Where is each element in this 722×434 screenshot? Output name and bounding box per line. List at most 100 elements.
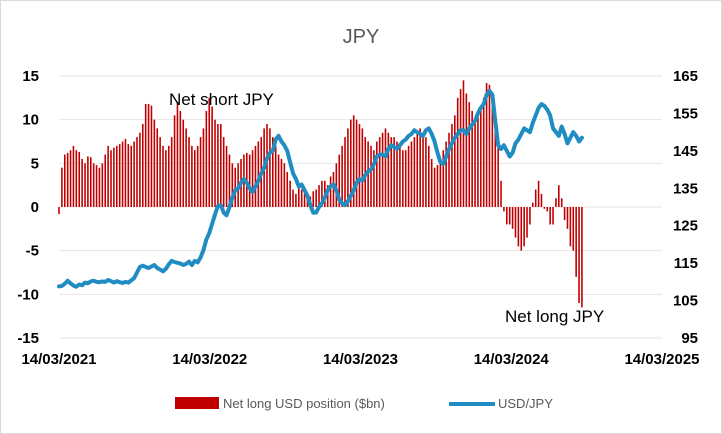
bar-31	[147, 103, 150, 207]
bar-113	[384, 128, 387, 207]
x-tick-label-3: 14/03/2024	[474, 351, 550, 368]
bar-32	[150, 105, 153, 207]
bar-160	[520, 207, 523, 251]
bar-114	[387, 132, 390, 207]
bar-55	[217, 124, 219, 207]
bar-117	[396, 141, 398, 207]
bar-145	[477, 115, 479, 207]
bar-56	[220, 124, 222, 207]
bar-74	[272, 137, 274, 207]
bar-159	[517, 207, 520, 247]
bar-39	[170, 137, 173, 207]
bar-58	[225, 145, 228, 207]
right-tick-label-7: 95	[681, 330, 698, 347]
bar-137	[454, 115, 456, 207]
x-tick-label-2: 14/03/2023	[323, 351, 398, 368]
bar-133	[442, 150, 445, 207]
bar-165	[534, 189, 537, 207]
left-tick-label-1: 10	[22, 112, 39, 129]
bar-151	[494, 119, 497, 207]
bar-23	[124, 138, 127, 207]
bar-98	[341, 145, 343, 207]
bar-158	[514, 207, 517, 238]
bar-30	[144, 103, 147, 207]
bar-19	[113, 147, 115, 207]
right-tick-label-6: 105	[673, 293, 698, 310]
bar-119	[402, 150, 404, 207]
bar-138	[456, 97, 459, 207]
legend-label-bars: Net long USD position ($bn)	[223, 396, 385, 411]
right-tick-label-1: 155	[673, 105, 698, 122]
bar-181	[581, 207, 583, 308]
bar-141	[465, 93, 468, 207]
bar-53	[211, 106, 213, 207]
bar-152	[497, 145, 499, 207]
bar-110	[376, 141, 378, 207]
bar-37	[165, 150, 167, 207]
bar-49	[199, 137, 202, 207]
bar-167	[540, 193, 543, 207]
bar-36	[162, 145, 164, 207]
bar-155	[506, 207, 508, 225]
bar-108	[370, 145, 372, 207]
bar-118	[399, 145, 401, 207]
bar-66	[248, 154, 251, 207]
bar-73	[269, 128, 271, 207]
x-tick-label-1: 14/03/2022	[172, 351, 247, 368]
bar-46	[191, 145, 193, 207]
bar-48	[196, 145, 199, 207]
annotation-net-long: Net long JPY	[505, 307, 604, 326]
chart-title: JPY	[343, 26, 380, 48]
bar-164	[532, 202, 534, 207]
bar-171	[552, 207, 554, 225]
x-tick-label-4: 14/03/2025	[624, 351, 699, 368]
bar-24	[127, 144, 130, 207]
bar-84	[300, 189, 303, 207]
left-tick-label-2: 5	[31, 155, 39, 172]
bar-85	[303, 193, 306, 207]
bar-1	[61, 167, 63, 207]
bar-15	[101, 163, 104, 207]
legend-swatch-bars	[175, 397, 219, 409]
bar-139	[459, 89, 462, 207]
bar-90	[318, 185, 320, 207]
bar-121	[407, 145, 410, 207]
bar-27	[136, 137, 138, 207]
line-series-usdjpy	[57, 88, 584, 289]
bar-156	[508, 207, 511, 225]
bar-16	[104, 154, 107, 207]
bar-17	[107, 145, 109, 207]
bar-101	[350, 119, 352, 207]
bar-41	[176, 102, 179, 207]
bar-124	[416, 132, 419, 207]
bar-177	[569, 207, 572, 247]
bar-97	[338, 154, 341, 207]
bar-102	[352, 115, 355, 207]
legend: Net long USD position ($bn) USD/JPY	[175, 396, 553, 411]
bar-40	[173, 115, 176, 207]
bar-54	[214, 119, 216, 207]
bar-68	[254, 145, 257, 207]
bar-105	[361, 128, 364, 207]
bar-35	[159, 137, 161, 207]
bar-28	[139, 132, 141, 207]
bar-50	[202, 128, 205, 207]
bar-86	[306, 198, 309, 207]
bar-12	[92, 163, 95, 207]
bar-162	[526, 207, 528, 238]
bar-45	[188, 137, 190, 207]
bar-7	[78, 151, 81, 207]
bar-172	[555, 198, 557, 207]
bar-166	[537, 180, 540, 207]
bar-38	[167, 145, 170, 207]
bar-104	[358, 124, 361, 207]
bar-129	[430, 158, 433, 207]
bar-14	[98, 167, 101, 207]
right-tick-label-0: 165	[673, 68, 698, 85]
bar-169	[546, 207, 549, 212]
right-tick-label-3: 135	[673, 180, 698, 197]
bar-67	[251, 150, 254, 207]
bar-175	[563, 207, 566, 221]
